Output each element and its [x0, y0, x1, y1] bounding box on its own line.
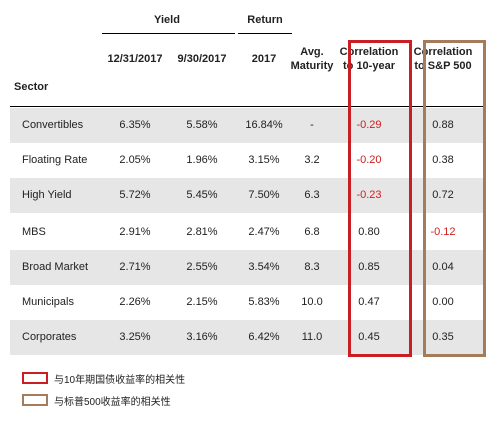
cell-return-2017: 5.83%	[248, 296, 280, 308]
cell-sector: Corporates	[22, 331, 77, 343]
group-header-return: Return	[247, 14, 283, 26]
corr-sp500-highlight-box	[423, 40, 486, 357]
column-header-corr-10yr-line2: to 10-year	[343, 60, 395, 72]
cell-corr-sp500: -0.12	[430, 226, 456, 238]
cell-yield-0930: 2.15%	[186, 296, 218, 308]
cell-sector: High Yield	[22, 189, 72, 201]
cell-corr-10yr: -0.20	[356, 154, 382, 166]
cell-return-2017: 3.15%	[248, 154, 280, 166]
column-header-yield-0930: 9/30/2017	[177, 53, 227, 65]
cell-corr-10yr: 0.47	[358, 296, 380, 308]
group-underline-yield	[102, 33, 235, 34]
cell-corr-sp500: 0.04	[432, 261, 454, 273]
cell-yield-1231: 3.25%	[119, 331, 151, 343]
table-row: Floating Rate 2.05% 1.96% 3.15% 3.2 -0.2…	[10, 143, 484, 178]
cell-yield-1231: 2.71%	[119, 261, 151, 273]
cell-return-2017: 3.54%	[248, 261, 280, 273]
sector-correlation-table: Yield Return Sector 12/31/2017 9/30/2017…	[10, 0, 486, 360]
cell-return-2017: 16.84%	[245, 119, 283, 131]
legend-swatch-brown	[22, 394, 48, 406]
cell-corr-10yr: 0.45	[358, 331, 380, 343]
legend-label-10yr: 与10年期国债收益率的相关性	[54, 375, 186, 386]
cell-return-2017: 6.42%	[248, 331, 280, 343]
cell-sector: Broad Market	[22, 261, 89, 273]
cell-corr-10yr: -0.23	[356, 189, 382, 201]
group-underline-return	[238, 33, 292, 34]
table-row: Convertibles 6.35% 5.58% 16.84% - -0.29 …	[10, 108, 484, 143]
cell-avg-maturity: 3.2	[304, 154, 320, 166]
cell-avg-maturity: 11.0	[301, 331, 323, 343]
cell-yield-0930: 5.58%	[186, 119, 218, 131]
cell-sector: Municipals	[22, 296, 74, 308]
column-header-avg-maturity-line2: Maturity	[290, 60, 334, 72]
cell-yield-1231: 2.26%	[119, 296, 151, 308]
column-header-corr-10yr-line1: Correlation	[339, 46, 399, 58]
legend-swatch-red	[22, 372, 48, 384]
header-divider	[10, 106, 484, 107]
cell-sector: Floating Rate	[22, 154, 88, 166]
cell-avg-maturity: 8.3	[304, 261, 320, 273]
cell-corr-sp500: 0.88	[432, 119, 454, 131]
cell-avg-maturity: 6.3	[304, 189, 320, 201]
cell-sector: MBS	[22, 226, 46, 238]
column-header-corr-10yr: Correlation to 10-year	[336, 45, 402, 73]
table-row: High Yield 5.72% 5.45% 7.50% 6.3 -0.23 0…	[10, 178, 484, 213]
cell-yield-0930: 5.45%	[186, 189, 218, 201]
cell-sector: Convertibles	[22, 119, 84, 131]
table-row: Broad Market 2.71% 2.55% 3.54% 8.3 0.85 …	[10, 250, 484, 285]
corr-10yr-highlight-box	[348, 40, 412, 357]
cell-yield-1231: 6.35%	[119, 119, 151, 131]
cell-avg-maturity: 10.0	[301, 296, 323, 308]
cell-return-2017: 7.50%	[248, 189, 280, 201]
cell-avg-maturity: -	[310, 119, 314, 131]
column-header-yield-1231: 12/31/2017	[107, 53, 163, 65]
cell-yield-1231: 2.05%	[119, 154, 151, 166]
cell-corr-sp500: 0.00	[432, 296, 454, 308]
cell-corr-sp500: 0.35	[432, 331, 454, 343]
cell-corr-10yr: -0.29	[356, 119, 382, 131]
table-row: Municipals 2.26% 2.15% 5.83% 10.0 0.47 0…	[10, 285, 484, 320]
cell-yield-0930: 3.16%	[186, 331, 218, 343]
cell-return-2017: 2.47%	[248, 226, 280, 238]
column-header-corr-sp500-line1: Correlation	[413, 46, 473, 58]
column-header-avg-maturity-line1: Avg.	[300, 46, 324, 58]
cell-yield-1231: 5.72%	[119, 189, 151, 201]
table-body: Convertibles 6.35% 5.58% 16.84% - -0.29 …	[10, 108, 484, 355]
legend-label-sp500: 与标普500收益率的相关性	[54, 397, 171, 408]
table-row: MBS 2.91% 2.81% 2.47% 6.8 0.80 -0.12	[10, 215, 484, 250]
cell-yield-0930: 2.55%	[186, 261, 218, 273]
cell-avg-maturity: 6.8	[304, 226, 320, 238]
cell-corr-sp500: 0.72	[432, 189, 454, 201]
cell-corr-10yr: 0.80	[358, 226, 380, 238]
group-header-yield: Yield	[154, 14, 180, 26]
table-row: Corporates 3.25% 3.16% 6.42% 11.0 0.45 0…	[10, 320, 484, 355]
cell-yield-0930: 2.81%	[186, 226, 218, 238]
column-header-corr-sp500-line2: to S&P 500	[414, 60, 472, 72]
cell-yield-1231: 2.91%	[119, 226, 151, 238]
cell-corr-10yr: 0.85	[358, 261, 380, 273]
column-header-corr-sp500: Correlation to S&P 500	[410, 45, 476, 73]
column-header-return-2017: 2017	[251, 53, 277, 65]
cell-yield-0930: 1.96%	[186, 154, 218, 166]
column-header-avg-maturity: Avg. Maturity	[290, 45, 334, 73]
column-header-sector: Sector	[14, 81, 49, 93]
cell-corr-sp500: 0.38	[432, 154, 454, 166]
